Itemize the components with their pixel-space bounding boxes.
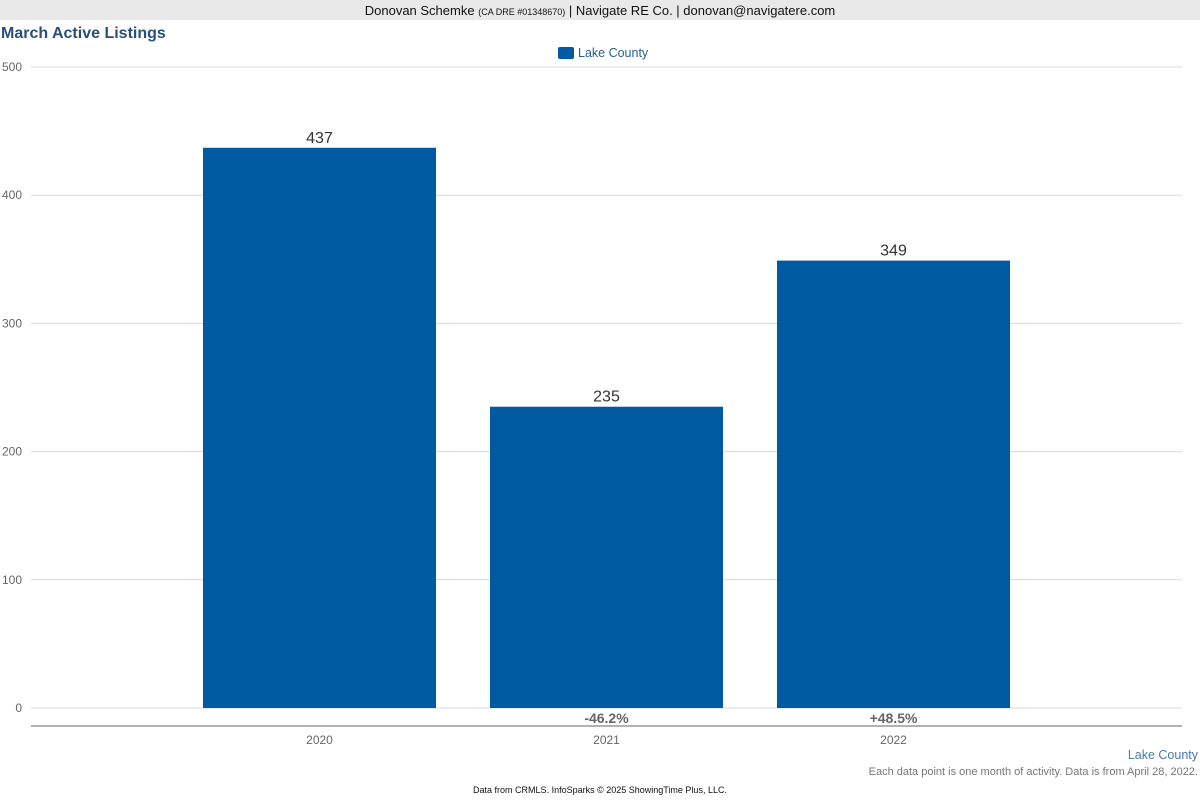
y-tick-label: 200 bbox=[2, 445, 22, 459]
footer-note: Each data point is one month of activity… bbox=[868, 766, 1198, 778]
footer-source: Data from CRMLS. InfoSparks © 2025 Showi… bbox=[473, 785, 727, 795]
bar bbox=[777, 260, 1010, 708]
x-tick-label: 2022 bbox=[880, 733, 907, 747]
change-label: -46.2% bbox=[584, 710, 629, 726]
x-tick-label: 2020 bbox=[306, 733, 333, 747]
bar-value-label: 349 bbox=[880, 243, 907, 260]
chart-title: March Active Listings bbox=[1, 25, 166, 42]
y-tick-label: 100 bbox=[2, 573, 22, 587]
agent-header-bar: Donovan Schemke (CA DRE #01348670) | Nav… bbox=[0, 0, 1200, 20]
bar bbox=[203, 147, 436, 709]
bar-value-label: 437 bbox=[306, 130, 333, 147]
footer-region-label: Lake County bbox=[1127, 748, 1198, 762]
bar-value-label: 235 bbox=[593, 389, 620, 406]
y-tick-label: 500 bbox=[2, 60, 22, 74]
y-tick-label: 400 bbox=[2, 188, 22, 202]
agent-license: (CA DRE #01348670) bbox=[478, 7, 566, 17]
agent-name: Donovan Schemke bbox=[364, 3, 475, 18]
y-tick-label: 300 bbox=[2, 316, 22, 330]
y-tick-label: 0 bbox=[15, 701, 22, 715]
chart-legend[interactable]: Lake County bbox=[558, 46, 648, 60]
change-label: +48.5% bbox=[870, 710, 918, 726]
bar bbox=[490, 406, 723, 708]
legend-swatch bbox=[558, 47, 574, 59]
bar-chart: 0 100 200 300 400 500 437 2020 235 -46.2% 2021 349 +… bbox=[2, 60, 1182, 747]
legend-label: Lake County bbox=[578, 46, 649, 60]
x-tick-label: 2021 bbox=[593, 733, 620, 747]
agent-company-email: | Navigate RE Co. | donovan@navigatere.c… bbox=[568, 3, 836, 18]
